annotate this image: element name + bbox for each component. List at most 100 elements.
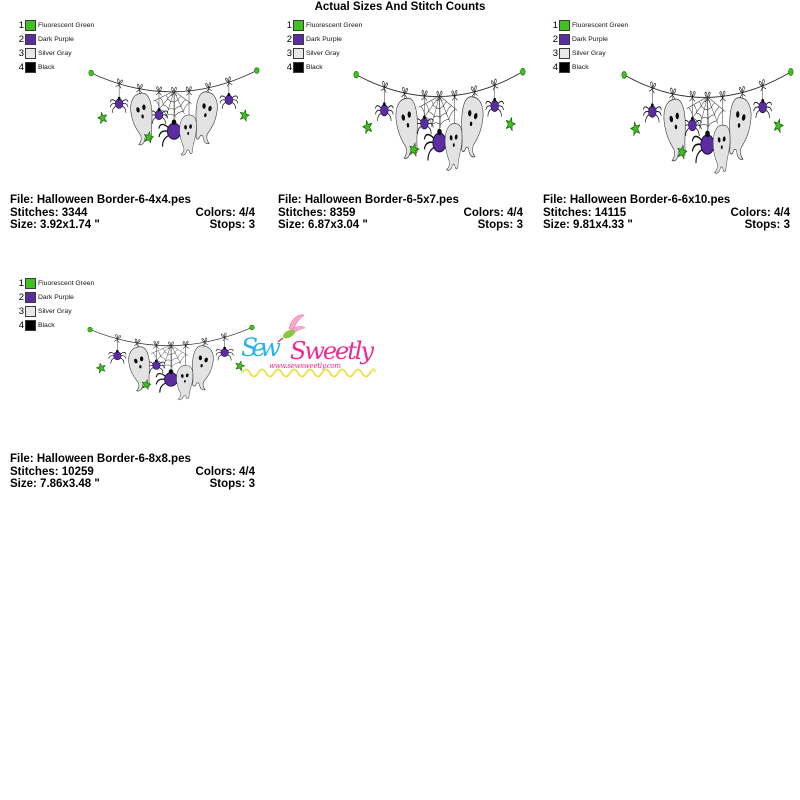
legend-color-swatch bbox=[293, 47, 304, 59]
legend-item: 3 Silver Gray bbox=[14, 46, 94, 60]
legend-item: 1 Fluorescent Green bbox=[14, 18, 94, 32]
legend-item: 2 Dark Purple bbox=[14, 32, 94, 46]
legend-color-name: Black bbox=[306, 63, 323, 71]
stitches-line: Stitches: 14115 Colors: 4/4 bbox=[543, 207, 790, 220]
legend-item: 4 Black bbox=[282, 60, 362, 74]
design-size: Size: 6.87x3.04 " bbox=[278, 219, 368, 232]
legend-color-name: Black bbox=[38, 321, 55, 329]
design-preview-6x10 bbox=[619, 63, 796, 179]
stitch-count: Stitches: 8359 bbox=[278, 206, 356, 219]
legend-color-name: Dark Purple bbox=[38, 35, 74, 43]
color-legend-5x7: 1 Fluorescent Green 2 Dark Purple 3 Silver … bbox=[282, 18, 362, 74]
color-count: Colors: 4/4 bbox=[463, 206, 523, 219]
legend-color-name: Fluorescent Green bbox=[572, 21, 629, 29]
stop-count: Stops: 3 bbox=[209, 219, 255, 232]
file-line: File: Halloween Border-6-6x10.pes bbox=[543, 194, 790, 207]
legend-item: 3 Silver Gray bbox=[282, 46, 362, 60]
watermark-url-text: www.sewsweetly.com bbox=[269, 362, 341, 370]
legend-number: 4 bbox=[286, 61, 292, 73]
legend-color-swatch bbox=[25, 19, 36, 31]
legend-number: 2 bbox=[286, 33, 292, 45]
file-label: File: bbox=[10, 194, 34, 206]
legend-color-name: Black bbox=[572, 63, 589, 71]
file-label: File: bbox=[543, 194, 567, 206]
watermark-squiggle bbox=[241, 368, 376, 378]
panel-info-6x10: File: Halloween Border-6-6x10.pes Stitch… bbox=[543, 194, 790, 232]
legend-number: 1 bbox=[18, 277, 24, 289]
legend-number: 4 bbox=[18, 61, 24, 73]
color-count: Colors: 4/4 bbox=[195, 206, 255, 219]
legend-item: 4 Black bbox=[14, 60, 94, 74]
design-size: Size: 3.92x1.74 " bbox=[10, 219, 100, 232]
legend-item: 1 Fluorescent Green bbox=[14, 276, 94, 290]
legend-color-name: Silver Gray bbox=[572, 49, 606, 57]
legend-item: 2 Dark Purple bbox=[548, 32, 628, 46]
stitches-line: Stitches: 8359 Colors: 4/4 bbox=[278, 207, 523, 220]
legend-color-swatch bbox=[25, 291, 36, 303]
legend-color-name: Fluorescent Green bbox=[306, 21, 363, 29]
stitch-count: Stitches: 3344 bbox=[10, 206, 88, 219]
color-legend-4x4: 1 Fluorescent Green 2 Dark Purple 3 Silver … bbox=[14, 18, 94, 74]
legend-color-name: Silver Gray bbox=[38, 307, 72, 315]
design-preview-5x7 bbox=[351, 63, 528, 176]
design-size: Size: 9.81x4.33 " bbox=[543, 219, 633, 232]
design-size: Size: 7.86x3.48 " bbox=[10, 478, 100, 491]
size-line: Size: 9.81x4.33 " Stops: 3 bbox=[543, 219, 790, 232]
file-name: Halloween Border-6-5x7.pes bbox=[304, 194, 459, 206]
legend-number: 1 bbox=[18, 19, 24, 31]
legend-color-swatch bbox=[559, 33, 570, 45]
legend-number: 3 bbox=[552, 47, 558, 59]
legend-item: 1 Fluorescent Green bbox=[548, 18, 628, 32]
size-line: Size: 6.87x3.04 " Stops: 3 bbox=[278, 219, 523, 232]
file-line: File: Halloween Border-6-5x7.pes bbox=[278, 194, 523, 207]
stitches-line: Stitches: 10259 Colors: 4/4 bbox=[10, 466, 255, 479]
watermark-sweetly-text: Sweetly bbox=[290, 337, 374, 365]
legend-item: 3 Silver Gray bbox=[14, 304, 94, 318]
design-preview-8x8 bbox=[85, 321, 257, 404]
size-line: Size: 3.92x1.74 " Stops: 3 bbox=[10, 219, 255, 232]
stop-count: Stops: 3 bbox=[477, 219, 523, 232]
file-label: File: bbox=[278, 194, 302, 206]
legend-number: 4 bbox=[552, 61, 558, 73]
legend-number: 1 bbox=[552, 19, 558, 31]
legend-color-swatch bbox=[25, 319, 36, 331]
color-legend-8x8: 1 Fluorescent Green 2 Dark Purple 3 Silver … bbox=[14, 276, 94, 332]
panel-info-5x7: File: Halloween Border-6-5x7.pes Stitche… bbox=[278, 194, 523, 232]
color-legend-6x10: 1 Fluorescent Green 2 Dark Purple 3 Silver … bbox=[548, 18, 628, 74]
legend-item: 1 Fluorescent Green bbox=[282, 18, 362, 32]
panel-info-8x8: File: Halloween Border-6-8x8.pes Stitche… bbox=[10, 453, 255, 491]
legend-color-name: Dark Purple bbox=[38, 293, 74, 301]
legend-number: 1 bbox=[286, 19, 292, 31]
legend-color-swatch bbox=[293, 61, 304, 73]
file-name: Halloween Border-6-8x8.pes bbox=[36, 453, 191, 465]
legend-number: 2 bbox=[552, 33, 558, 45]
color-count: Colors: 4/4 bbox=[195, 465, 255, 478]
legend-color-name: Fluorescent Green bbox=[38, 21, 95, 29]
legend-number: 3 bbox=[286, 47, 292, 59]
stop-count: Stops: 3 bbox=[209, 478, 255, 491]
stitch-count: Stitches: 10259 bbox=[10, 465, 94, 478]
legend-number: 2 bbox=[18, 33, 24, 45]
file-label: File: bbox=[10, 453, 34, 465]
file-line: File: Halloween Border-6-8x8.pes bbox=[10, 453, 255, 466]
legend-item: 2 Dark Purple bbox=[282, 32, 362, 46]
hummingbird-icon bbox=[277, 314, 306, 343]
stitches-line: Stitches: 3344 Colors: 4/4 bbox=[10, 207, 255, 220]
size-line: Size: 7.86x3.48 " Stops: 3 bbox=[10, 478, 255, 491]
color-count: Colors: 4/4 bbox=[730, 206, 790, 219]
legend-color-name: Dark Purple bbox=[306, 35, 342, 43]
panel-info-4x4: File: Halloween Border-6-4x4.pes Stitche… bbox=[10, 194, 255, 232]
legend-number: 3 bbox=[18, 305, 24, 317]
legend-number: 3 bbox=[18, 47, 24, 59]
legend-color-name: Silver Gray bbox=[306, 49, 340, 57]
stop-count: Stops: 3 bbox=[744, 219, 790, 232]
file-name: Halloween Border-6-4x4.pes bbox=[36, 194, 191, 206]
legend-item: 4 Black bbox=[14, 318, 94, 332]
file-line: File: Halloween Border-6-4x4.pes bbox=[10, 194, 255, 207]
legend-number: 4 bbox=[18, 319, 24, 331]
legend-color-swatch bbox=[293, 19, 304, 31]
legend-color-swatch bbox=[559, 19, 570, 31]
stitch-count: Stitches: 14115 bbox=[543, 206, 627, 219]
legend-item: 3 Silver Gray bbox=[548, 46, 628, 60]
legend-color-swatch bbox=[559, 61, 570, 73]
